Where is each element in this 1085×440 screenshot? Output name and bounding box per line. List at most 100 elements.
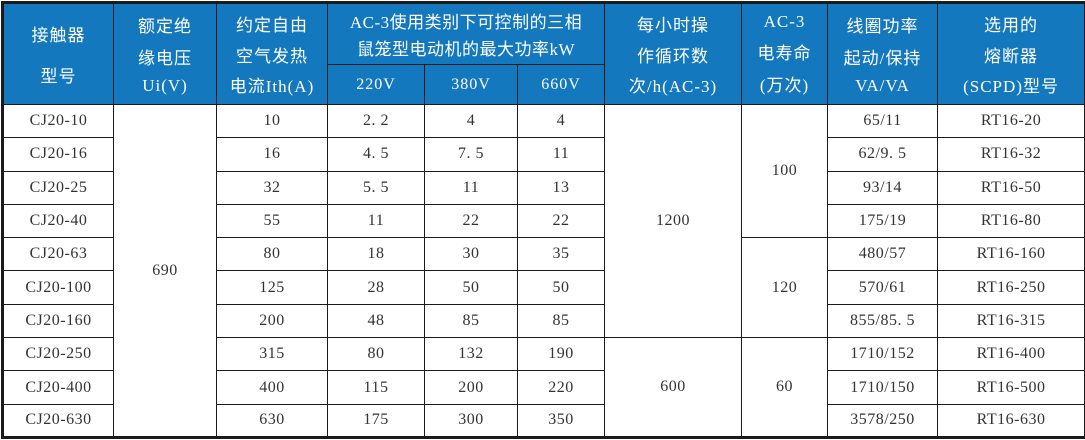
header-fuse: 选用的 熔断器 (SCPD)型号 (937, 2, 1085, 105)
table-cell: 200 (424, 370, 518, 405)
header-ith-line-2: 电流Ith(A) (229, 77, 315, 97)
header-model: 接触器 型号 (2, 2, 114, 105)
table-cell: RT16-32 (937, 137, 1085, 172)
table-cell: 11 (327, 203, 425, 239)
header-life-line-1: 电寿命 (757, 44, 812, 63)
table-cell: 60 (741, 337, 829, 438)
table-cell: 190 (516, 337, 606, 372)
table-cell: 100 (741, 103, 829, 239)
table-cell: RT16-315 (937, 303, 1085, 339)
table-cell: 50 (516, 270, 606, 305)
cell-model: CJ20-40 (2, 203, 114, 239)
table-cell: 16 (216, 137, 328, 172)
table-cell: 32 (216, 170, 328, 205)
table-cell: 13 (516, 170, 606, 205)
table-cell: 4 (516, 103, 606, 139)
header-fuse-line-1: 熔断器 (984, 46, 1039, 66)
header-ui-line-0: 额定绝 (138, 17, 192, 36)
cell-model: CJ20-100 (2, 270, 114, 305)
header-fuse-line-2: (SCPD)型号 (963, 77, 1059, 97)
table-cell: RT16-50 (937, 170, 1085, 205)
table-cell: RT16-400 (937, 337, 1085, 372)
table-cell: 200 (216, 303, 328, 339)
table-cell: 48 (327, 303, 425, 339)
header-coil-line-0: 线圈功率 (846, 17, 919, 36)
table-cell: 10 (216, 103, 328, 139)
table-cell: 3578/250 (827, 403, 939, 439)
table-row: CJ20-10 690 10 2. 2 4 4 1200 100 65/11 RT16-20 (2, 103, 1085, 438)
table-row: CJ20-250 315 80 132 190 600 60 1710/152 RT16-400 (2, 337, 1085, 438)
table-cell: 62/9. 5 (827, 137, 939, 172)
table-cell: 300 (424, 403, 518, 439)
table-row: CJ20-100 125 28 50 50 570/61 RT16-250 (2, 270, 1085, 305)
header-ac3-power-line-0: AC-3使用类别下可控制的三相 (349, 13, 583, 32)
header-cycles-line-2: 次/h(AC-3) (628, 77, 718, 97)
table-row: CJ20-25 32 5. 5 11 13 93/14 RT16-50 (2, 170, 1085, 205)
table-cell: 630 (216, 403, 328, 439)
cell-model: CJ20-25 (2, 170, 114, 205)
table-cell: 65/11 (827, 103, 939, 139)
header-cycles-line-0: 每小时操 (637, 15, 710, 35)
header-ui: 额定绝 缘电压 Ui(V) (113, 2, 217, 105)
table-cell: 480/57 (827, 237, 939, 272)
table-cell: 855/85. 5 (827, 303, 939, 339)
table-cell: 18 (327, 237, 425, 272)
table-row: CJ20-63 80 18 30 35 120 480/57 RT16-160 (2, 237, 1085, 339)
table-cell: 115 (327, 370, 425, 405)
table-row: CJ20-400 400 115 200 220 1710/150 RT16-500 (2, 370, 1085, 405)
table-cell: 93/14 (827, 170, 939, 205)
cell-model: CJ20-250 (2, 337, 114, 372)
header-coil-line-2: VA/VA (855, 76, 910, 95)
table-cell: 28 (327, 270, 425, 305)
table-header: 接触器 型号 额定绝 缘电压 Ui(V) 约定自由 空气发热 电流Ith(A) AC-3使用类别… (2, 2, 1085, 105)
table-cell: 7. 5 (424, 137, 518, 172)
header-voltage-0: 220V (327, 64, 425, 105)
table-cell: 400 (216, 370, 328, 405)
table-row: CJ20-40 55 11 22 22 175/19 RT16-80 (2, 203, 1085, 239)
header-ac3-power: AC-3使用类别下可控制的三相 鼠笼型电动机的最大功率kW (326, 2, 606, 65)
table-cell: 85 (424, 303, 518, 339)
table-cell: 2. 2 (327, 103, 425, 139)
table-cell: 55 (216, 203, 328, 239)
table-cell: 315 (216, 337, 328, 372)
table-cell: 570/61 (827, 270, 939, 305)
header-ith-line-1: 空气发热 (236, 46, 308, 66)
table-cell: 30 (424, 237, 518, 272)
table-cell: 1200 (604, 103, 743, 339)
header-model-line-0: 接触器 (31, 26, 86, 45)
table-cell: RT16-500 (937, 370, 1085, 405)
table-cell: 600 (604, 337, 743, 438)
header-life-line-0: AC-3 (763, 12, 806, 31)
table-cell: 22 (516, 203, 606, 239)
table-cell: 4 (424, 103, 518, 139)
table-row: CJ20-160 200 48 85 85 855/85. 5 RT16-315 (2, 303, 1085, 339)
table-row: CJ20-630 630 175 300 350 3578/250 RT16-630 (2, 403, 1085, 439)
cell-model: CJ20-10 (2, 103, 114, 139)
header-voltage-label: 380V (451, 75, 491, 93)
table-cell: 175 (327, 403, 425, 439)
cell-model: CJ20-400 (2, 370, 114, 405)
header-life: AC-3 电寿命 (万次) (741, 2, 829, 105)
cell-model: CJ20-63 (2, 237, 114, 272)
header-ac3-power-line-1: 鼠笼型电动机的最大功率kW (356, 40, 576, 59)
header-voltage-2: 660V (516, 64, 606, 105)
table-cell: RT16-250 (937, 270, 1085, 305)
table-cell: RT16-160 (937, 237, 1085, 272)
cell-model: CJ20-160 (2, 303, 114, 339)
table-cell: 50 (424, 270, 518, 305)
table-cell: 35 (516, 237, 606, 272)
table-cell: RT16-80 (937, 203, 1085, 239)
header-ith-line-0: 约定自由 (236, 15, 308, 35)
table-cell: RT16-630 (937, 403, 1085, 439)
table-cell: 350 (516, 403, 606, 439)
header-ui-line-1: 缘电压 (138, 49, 192, 68)
table-cell: 4. 5 (327, 137, 425, 172)
table-cell: 132 (424, 337, 518, 372)
table-cell: 11 (516, 137, 606, 172)
header-coil: 线圈功率 起动/保持 VA/VA (827, 2, 939, 105)
table-cell: 80 (216, 237, 328, 272)
header-life-line-2: (万次) (759, 76, 810, 95)
header-ith: 约定自由空气发热电流Ith(A) (216, 2, 328, 105)
